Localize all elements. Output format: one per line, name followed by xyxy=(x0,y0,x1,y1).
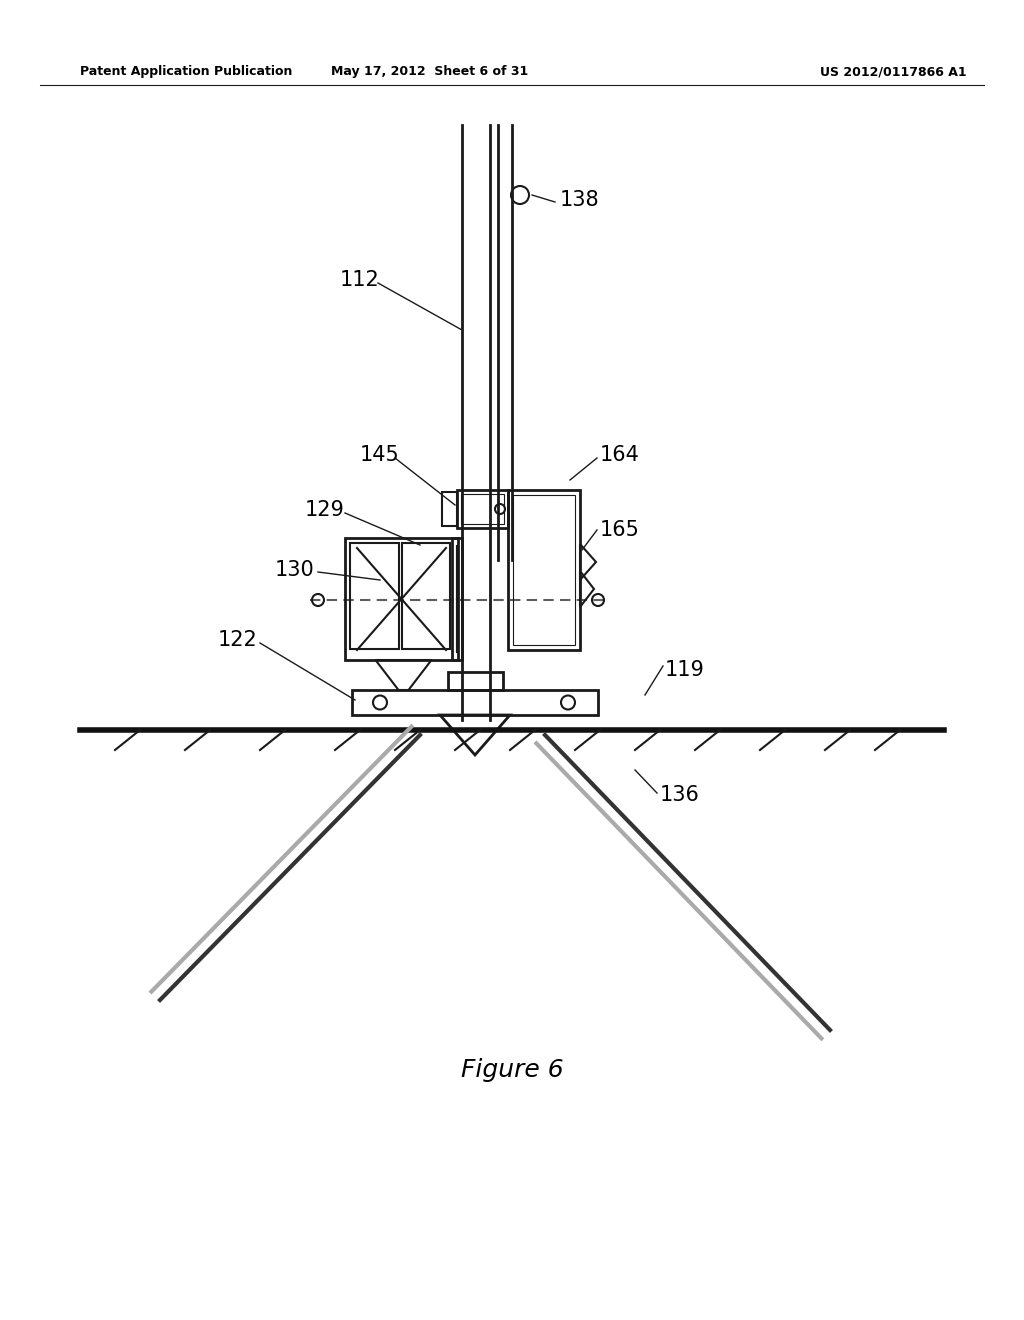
Text: 164: 164 xyxy=(600,445,640,465)
Text: 112: 112 xyxy=(340,271,380,290)
Text: 130: 130 xyxy=(275,560,314,579)
Text: Patent Application Publication: Patent Application Publication xyxy=(80,66,293,78)
Text: May 17, 2012  Sheet 6 of 31: May 17, 2012 Sheet 6 of 31 xyxy=(332,66,528,78)
Bar xyxy=(452,539,462,660)
Text: 136: 136 xyxy=(660,785,699,805)
Text: US 2012/0117866 A1: US 2012/0117866 A1 xyxy=(820,66,967,78)
Bar xyxy=(461,494,504,524)
Bar xyxy=(447,672,503,690)
Bar xyxy=(442,492,457,525)
Bar xyxy=(457,490,508,528)
Bar xyxy=(513,495,575,645)
Bar xyxy=(350,543,398,649)
Text: 122: 122 xyxy=(218,630,258,649)
Text: 145: 145 xyxy=(360,445,399,465)
Text: 165: 165 xyxy=(600,520,640,540)
Bar xyxy=(345,539,458,660)
Text: Figure 6: Figure 6 xyxy=(461,1059,563,1082)
Text: 129: 129 xyxy=(305,500,345,520)
Bar xyxy=(401,543,450,649)
Text: 138: 138 xyxy=(560,190,600,210)
Bar xyxy=(508,490,580,649)
Bar xyxy=(352,690,598,715)
Text: 119: 119 xyxy=(665,660,705,680)
